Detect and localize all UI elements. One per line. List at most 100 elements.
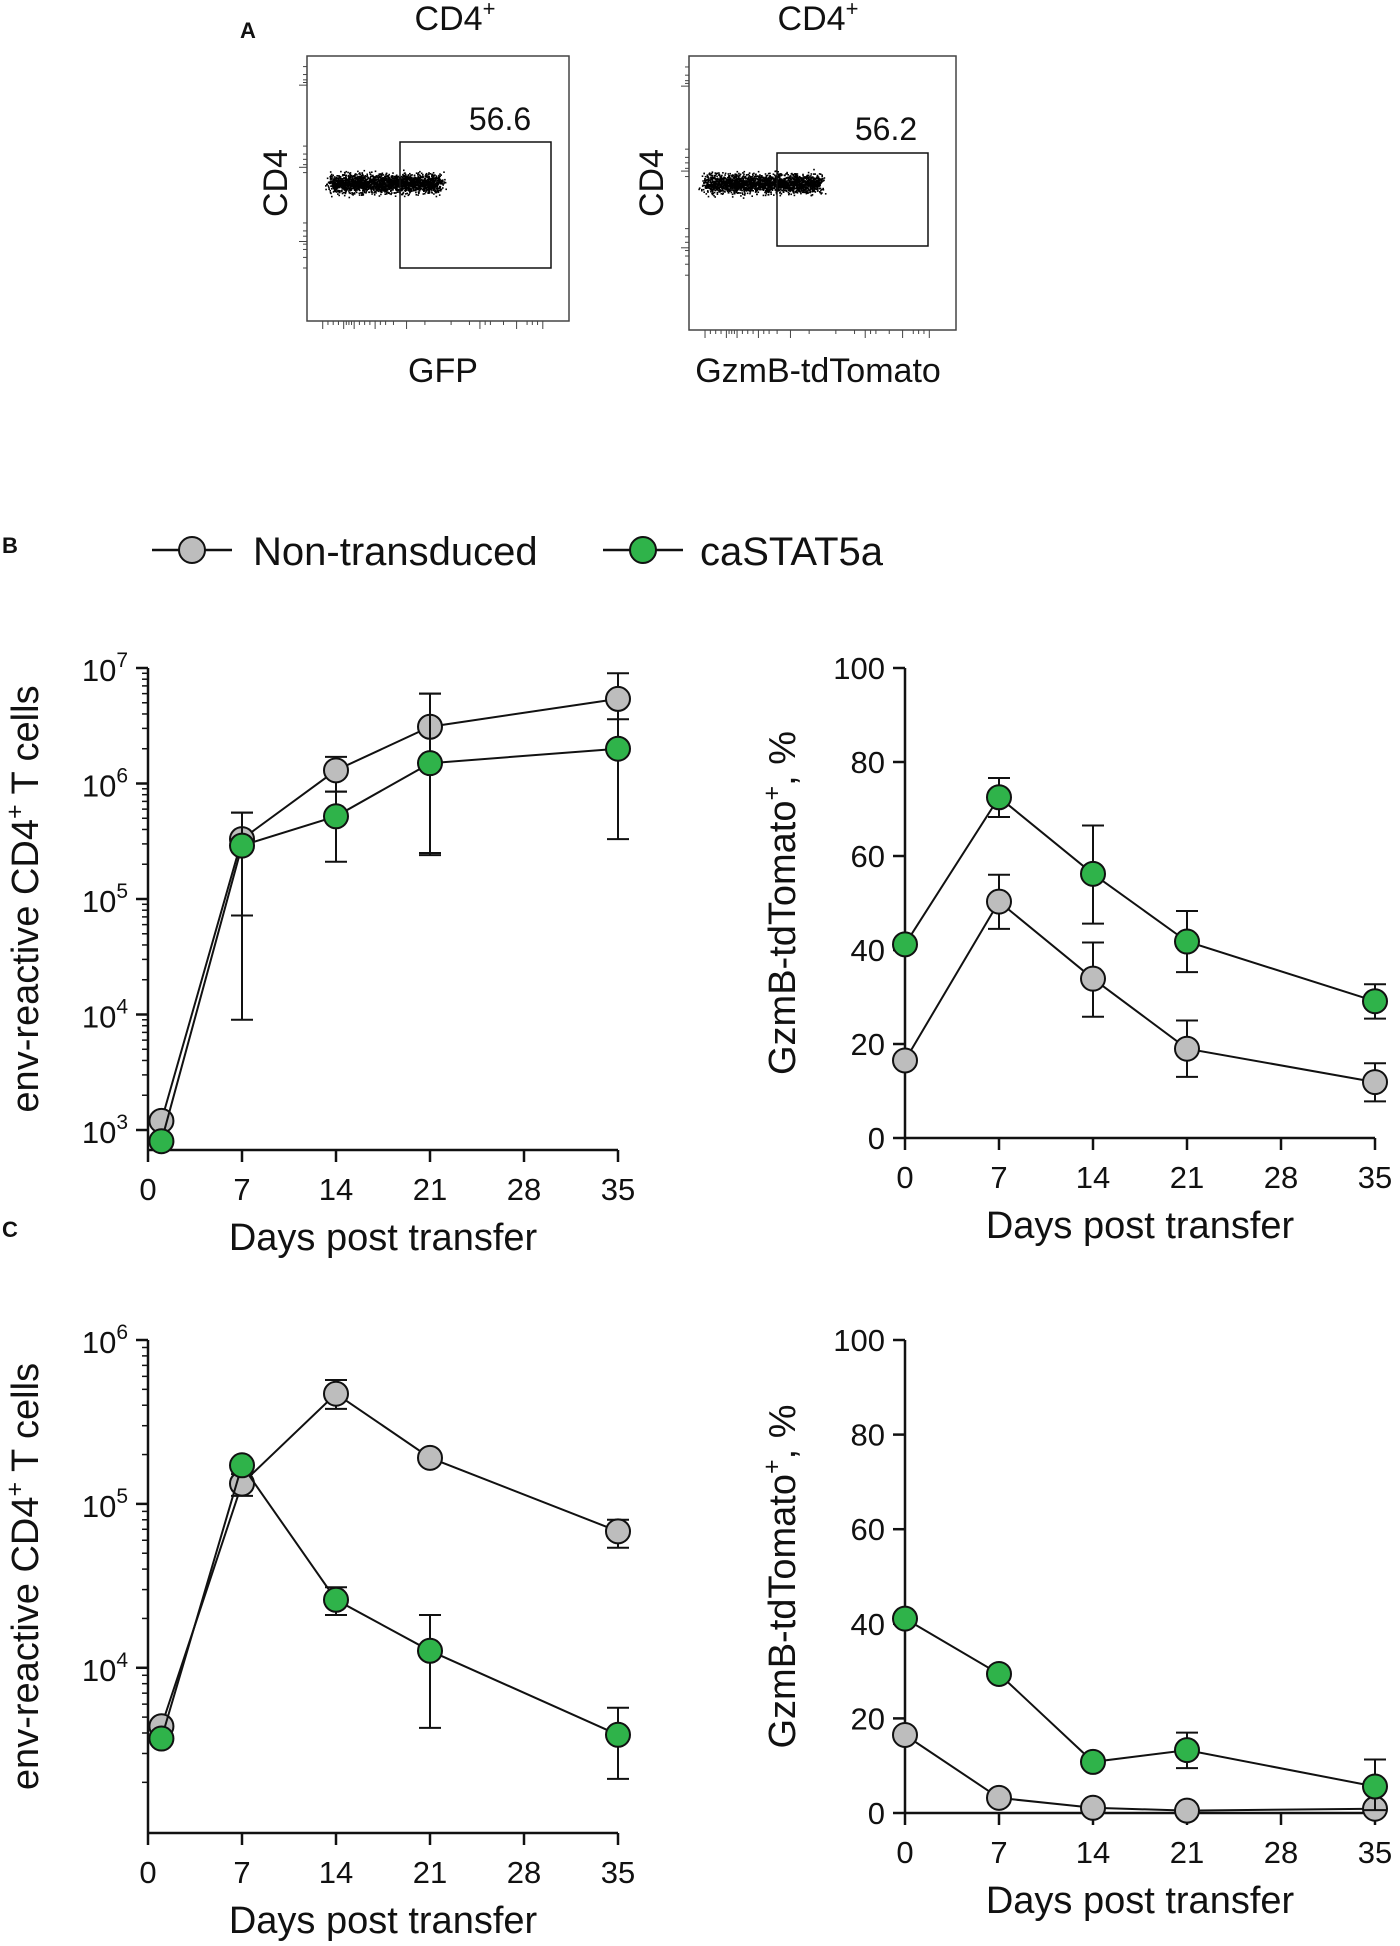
flow-event-dot (722, 172, 724, 174)
flow-event-dot (765, 179, 767, 182)
flow-event-dot (713, 194, 715, 197)
flow-event-dot (371, 180, 373, 183)
flow-event-dot (431, 178, 433, 181)
flow-event-dot (357, 180, 360, 182)
flow-event-dot (714, 187, 716, 189)
flow-event-dot (364, 177, 366, 180)
flow-event-dot (807, 185, 809, 188)
flow-event-dot (748, 188, 751, 190)
flow-event-dot (418, 187, 420, 190)
flow-event-dot (817, 190, 819, 192)
flow-event-dot (705, 193, 708, 195)
flow-event-dot (758, 182, 760, 185)
flow-event-dot (433, 186, 435, 188)
flow-event-dot (353, 188, 356, 191)
flow-event-dot (407, 174, 410, 177)
flow-event-dot (713, 188, 715, 190)
flow-event-dot (355, 182, 357, 185)
flow-event-dot (335, 191, 338, 193)
flow-event-dot (770, 182, 773, 185)
flow-event-dot (793, 180, 795, 183)
flow-event-dot (805, 183, 808, 186)
flow-event-dot (345, 174, 347, 177)
flow-event-dot (365, 181, 368, 184)
flow-event-dot (431, 184, 434, 187)
flow-event-dot (729, 180, 731, 182)
flow-event-dot (713, 181, 716, 184)
flow-event-dot (421, 189, 424, 191)
flow-event-dot (396, 189, 399, 192)
flow-event-dot (779, 182, 782, 185)
flow-event-dot (326, 177, 329, 180)
flow-event-dot (811, 194, 814, 196)
flow-event-dot (729, 185, 731, 188)
flow-event-dot (431, 175, 434, 177)
flow-event-dot (385, 179, 388, 181)
flow-event-dot (409, 181, 412, 184)
flow-event-dot (808, 184, 810, 187)
flow-event-dot (803, 186, 806, 188)
flow-event-dot (437, 189, 439, 191)
flow-event-dot (344, 187, 346, 189)
flow-event-dot (349, 189, 352, 192)
flow-event-dot (711, 188, 713, 191)
flow-event-dot (709, 189, 712, 191)
flow-event-dot (384, 186, 387, 188)
flow-event-dot (395, 192, 397, 194)
flow-event-dot (377, 175, 380, 177)
flow-event-dot (796, 175, 799, 177)
flow-event-dot (779, 179, 782, 181)
flow-event-dot (817, 176, 819, 179)
flow-event-dot (353, 175, 355, 178)
flow-event-dot (762, 182, 765, 185)
flow-event-dot (813, 168, 815, 171)
flow-event-dot (761, 176, 764, 179)
flow-event-dot (375, 184, 378, 187)
flow-event-dot (820, 179, 823, 182)
flow-event-dot (726, 182, 729, 184)
flow-event-dot (335, 183, 338, 185)
flow-event-dot (764, 185, 766, 188)
flow-event-dot (363, 169, 366, 172)
flow-event-dot (756, 181, 759, 183)
flow-event-dot (738, 186, 740, 188)
flow-event-dot (427, 184, 430, 186)
flow-event-dot (440, 180, 443, 182)
flow-event-dot (714, 172, 717, 174)
flow-event-dot (803, 191, 805, 193)
flow-event-dot (332, 187, 335, 190)
flow-event-dot (385, 192, 388, 194)
flow-event-dot (376, 180, 379, 183)
flow-event-dot (397, 178, 400, 180)
flow-event-dot (430, 189, 433, 191)
flow-event-dot (767, 177, 770, 179)
flow-event-dot (378, 173, 381, 175)
flow-event-dot (788, 180, 791, 182)
flow-event-dot (794, 182, 797, 185)
flow-event-dot (807, 171, 810, 174)
flow-event-dot (759, 183, 761, 186)
flow-event-dot (729, 179, 732, 181)
flow-event-dot (786, 182, 789, 184)
flow-event-dot (747, 189, 749, 191)
flow-event-dot (806, 180, 809, 183)
flow-event-dot (753, 182, 755, 185)
flow-event-dot (348, 184, 351, 187)
flow-event-dot (406, 182, 409, 184)
flow-event-dot (417, 186, 419, 188)
flow-event-dot (745, 179, 747, 182)
flow-event-dot (773, 187, 776, 189)
flow-event-dot (810, 186, 812, 188)
flow-event-dot (336, 185, 338, 188)
flow-event-dot (746, 192, 749, 195)
flow-event-dot (777, 186, 779, 189)
flow-event-dot (390, 189, 393, 192)
flow-event-dot (389, 192, 391, 195)
flow-event-dot (737, 182, 739, 184)
flow-event-dot (335, 190, 337, 193)
flow-event-dot (751, 188, 753, 190)
flow-event-dot (340, 181, 343, 184)
flow-event-dot (813, 186, 816, 189)
flow-event-dot (387, 178, 390, 180)
flow-event-dot (390, 188, 392, 190)
